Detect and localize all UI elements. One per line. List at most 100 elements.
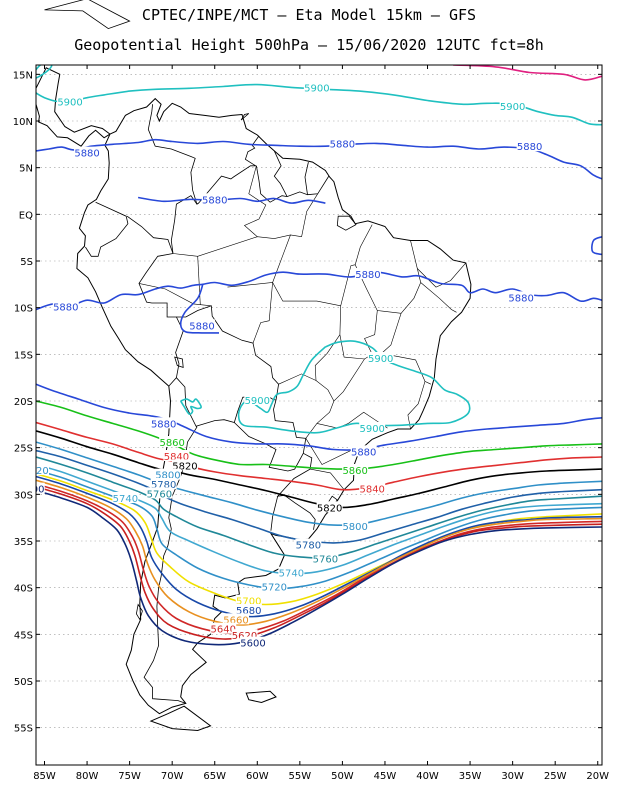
state-border [407,381,426,430]
lat-lon-grid [36,74,602,728]
contour-label-bg [342,520,369,531]
contour-label: 5900 [500,102,525,113]
contour-5820 [36,430,602,509]
contour-5860 [36,400,602,470]
contour-5900 [237,340,471,434]
lake-titicaca [174,356,184,368]
contour-label-bg [303,81,330,93]
contour-label: 5820 [317,503,342,514]
contour-label: 5900 [304,83,329,94]
contour-label: 5900 [57,97,82,108]
lon-tick-label: 30W [501,771,524,782]
contour-label: 5740 [113,494,138,505]
contour-label-bg [146,487,173,499]
state-border [305,358,365,439]
central-america-coastline [35,67,111,135]
country-border [234,422,304,472]
lon-tick-label: 35W [459,771,482,782]
lat-tick-label: 5S [20,257,33,268]
lon-tick-label: 25W [544,771,567,782]
south-america-coastline [76,97,472,715]
contour-label-bg [342,464,369,475]
contour-label-bg [508,291,535,303]
contour-label: 5660 [223,615,248,626]
contour-label: 5780 [151,480,176,491]
contour-label: 5800 [155,471,180,482]
country-border [176,305,280,401]
state-border [252,282,273,344]
contour-label-bg [150,417,177,429]
contour-label-bg [359,422,386,433]
state-border [340,224,373,306]
contour-label-bg [223,613,250,625]
country-border [304,162,309,195]
country-border [270,496,279,531]
contour-5900 [180,398,202,416]
contour-label-bg [329,137,356,149]
contour-label: 5840 [164,452,189,463]
contour-label: 5800 [342,522,367,533]
contour-label-bg [36,482,45,494]
contour-label-bg [516,140,543,152]
contour-label: 5760 [147,489,172,500]
contour-label-bg [112,492,139,503]
contour-label: 5640 [211,625,236,636]
state-border [197,256,201,305]
contour-label-bg [261,580,288,592]
lat-tick-label: 30S [14,490,33,501]
lat-tick-label: 20S [14,397,33,408]
contour-label-bg [316,501,343,513]
contour-5920 [453,65,602,81]
contour-labels: 5900 5900 5900 5900 5900 5900 5880 5880 5880 5880… [23,81,543,650]
lat-tick-label: 5N [19,164,33,175]
contour-label-bg [240,636,267,648]
lon-tick-label: 40W [416,771,439,782]
contour-5800 [36,441,602,527]
contour-label-bg [210,622,237,634]
state-border [301,193,318,237]
contour-label: 5860 [342,466,367,477]
contour-label: 5780 [296,541,321,552]
contour-label: 5880 [189,321,214,332]
central-america-pacific-coast [35,104,111,147]
contour-label: 5840 [359,485,384,496]
contour-label: 5880 [151,419,176,430]
contour-label-bg [171,459,198,471]
contour-label: 5680 [236,606,261,617]
country-border [276,452,316,530]
map-frame [35,64,603,766]
contour-label-bg [52,300,79,312]
lat-tick-label: 50S [14,677,33,688]
contour-label: 5880 [202,195,227,206]
country-border [138,253,184,387]
chiloe-island [135,603,143,621]
country-border [273,150,288,197]
title-line-1: CPTEC/INPE/MCT – Eta Model 15km – GFS [141,6,477,24]
state-border [380,313,432,385]
country-border [198,135,260,204]
state-border [305,438,357,465]
contour-label-bg [231,629,258,641]
country-border [126,215,174,254]
contour-5880 [591,235,602,256]
lat-tick-label: EQ [19,210,33,221]
lon-tick-label: 60W [246,771,269,782]
contour-label-bg [354,268,381,279]
contour-5880 [36,271,602,311]
lat-tick-label: 55S [14,724,33,735]
contour-5760 [36,456,602,559]
state-border [377,240,422,314]
contour-label-bg [350,445,377,457]
lon-tick-label: 70W [161,771,184,782]
lat-tick-label: 15N [13,70,33,81]
contour-label: 5900 [245,396,270,407]
contour-label-bg [188,319,215,331]
state-border [243,165,267,237]
lon-tick-label: 85W [33,771,56,782]
contour-label-bg [359,482,386,494]
contour-label: 5720 [23,466,48,477]
contour-label: 5820 [172,461,197,472]
trinidad-island [240,113,250,121]
contour-label-bg [201,193,228,205]
